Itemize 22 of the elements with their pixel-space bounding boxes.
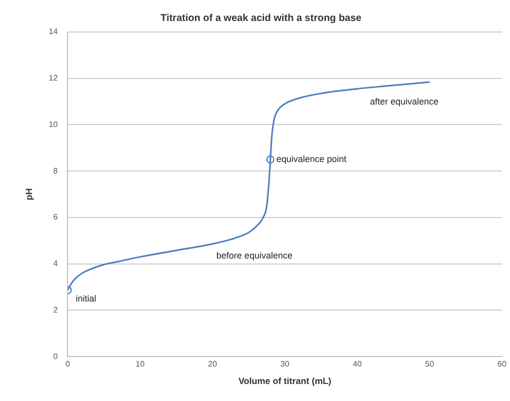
x-tick-label: 50 xyxy=(425,360,435,369)
y-tick-label: 12 xyxy=(48,74,58,83)
annotation: before equivalence xyxy=(216,250,292,260)
annotation: after equivalence xyxy=(370,96,439,106)
x-axis-title: Volume of titrant (mL) xyxy=(238,376,332,386)
x-tick-label: 10 xyxy=(136,360,146,369)
chart-title: Titration of a weak acid with a strong base xyxy=(160,12,362,24)
annotation: equivalence point xyxy=(276,154,347,164)
x-tick-label: 60 xyxy=(498,360,507,369)
y-tick-label: 8 xyxy=(53,166,58,176)
x-tick-label: 30 xyxy=(280,360,290,369)
y-tick-label: 4 xyxy=(53,259,58,268)
x-tick-label: 40 xyxy=(352,360,362,369)
y-tick-label: 14 xyxy=(48,27,58,36)
y-tick-label: 0 xyxy=(53,352,58,361)
y-tick-label: 2 xyxy=(53,305,58,314)
x-tick-label: 0 xyxy=(65,360,70,369)
y-tick-label: 6 xyxy=(53,212,58,222)
y-tick-label: 10 xyxy=(48,120,58,129)
y-axis-title: pH xyxy=(24,188,34,200)
annotation: initial xyxy=(76,294,96,304)
x-tick-label: 20 xyxy=(208,360,218,369)
